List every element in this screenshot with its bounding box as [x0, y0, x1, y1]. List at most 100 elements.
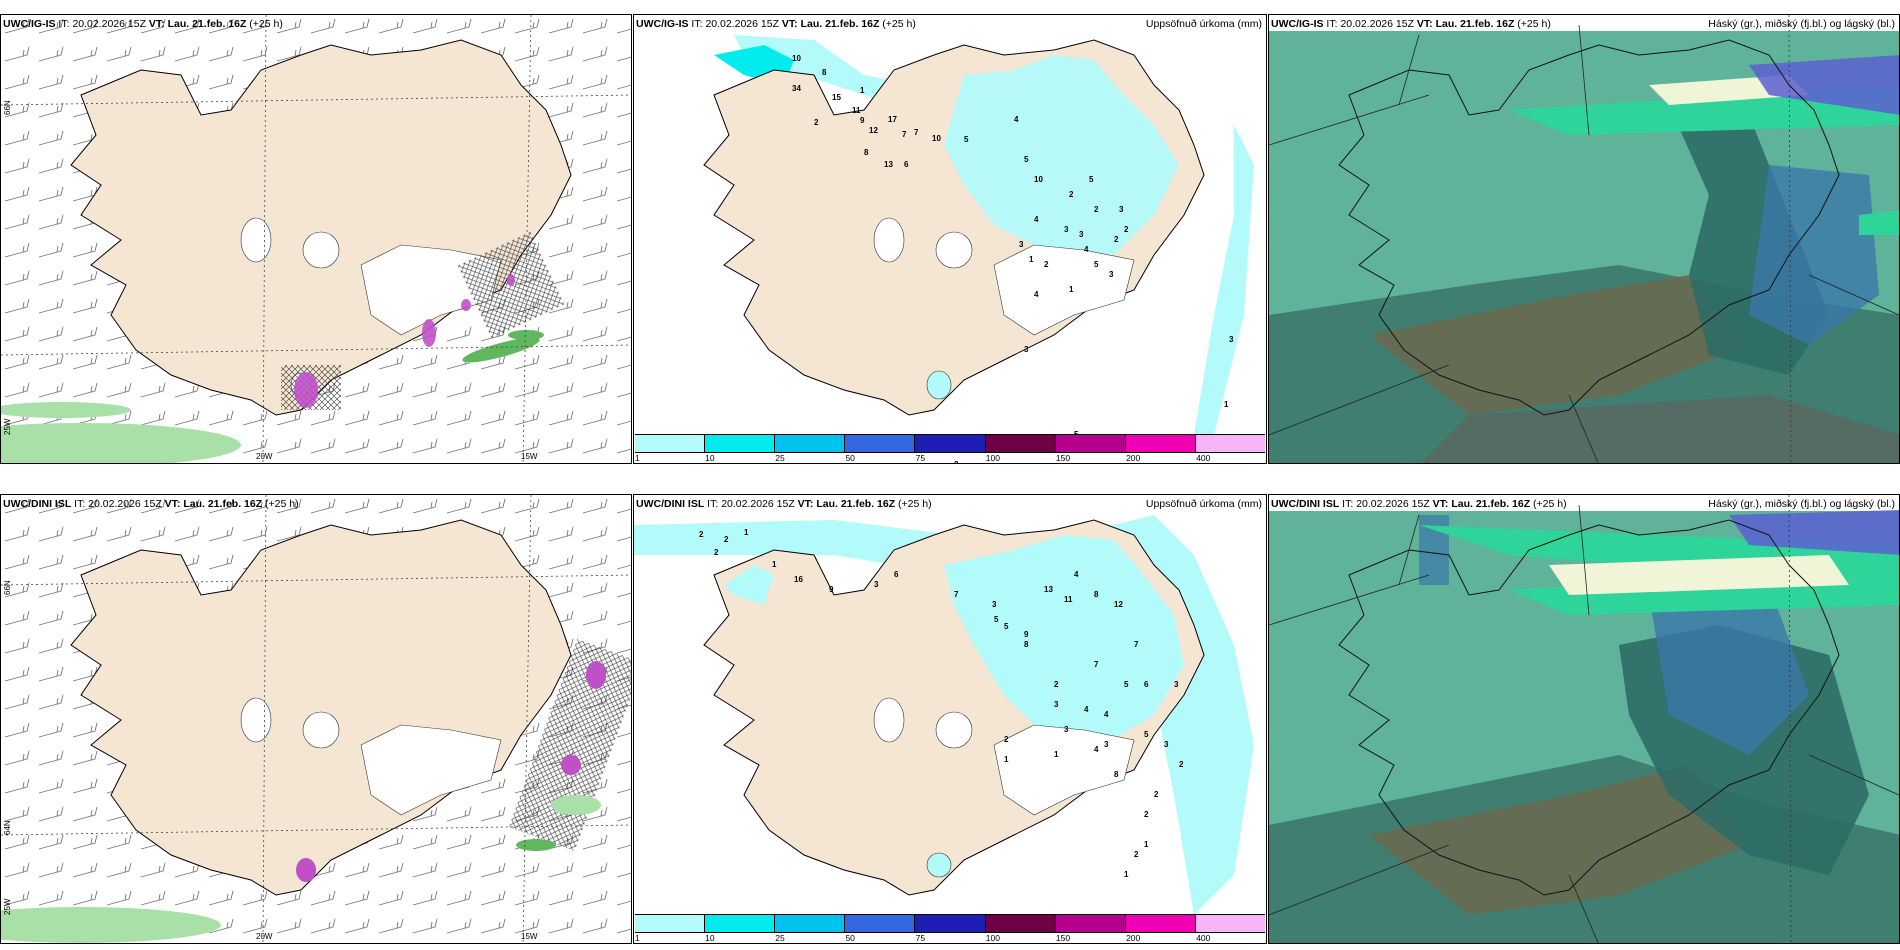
panel-subtitle: Háský (gr.), miðský (fj.bl.) og lágský (…	[1708, 18, 1895, 30]
panel-wind-igis: UWC/IG-IS IT: 20.02.2026 15Z VT: Lau. 21…	[0, 14, 632, 464]
wind-map-svg	[1, 15, 631, 463]
precip-value-label: 7	[954, 590, 959, 599]
precip-value-label: 6	[1144, 680, 1149, 689]
precip-value-label: 3	[1164, 740, 1169, 749]
precip-value-label: 4	[1084, 705, 1089, 714]
panel-title: UWC/DINI ISL IT: 20.02.2026 15Z VT: Lau.…	[636, 498, 932, 510]
precip-value-label: 2	[814, 118, 819, 127]
colorbar-tick: 50	[845, 453, 855, 463]
precip-value-label: 4	[1074, 570, 1079, 579]
precip-value-label: 3	[1229, 335, 1234, 344]
panel-title: UWC/DINI ISL IT: 20.02.2026 15Z VT: Lau.…	[3, 498, 299, 510]
precip-value-label: 7	[902, 130, 907, 139]
green-band	[1, 423, 241, 463]
glacier-langjokull	[240, 217, 272, 263]
precip-value-label: 2	[954, 460, 959, 464]
precip-value-label: 11	[1064, 595, 1073, 604]
precip-value-label: 5	[964, 135, 969, 144]
colorbar-tick: 400	[1196, 933, 1211, 943]
precip-value-label: 2	[1124, 225, 1129, 234]
precip-value-label: 6	[904, 160, 909, 169]
precip-value-label: 1	[1124, 870, 1129, 879]
precip-value-label: 4	[1014, 115, 1019, 124]
colorbar-ticks: 1 10 25 50 75 100 150 200 400	[634, 933, 1266, 943]
panel-precip-igis: UWC/IG-IS IT: 20.02.2026 15Z VT: Lau. 21…	[633, 14, 1267, 464]
precip-value-label: 9	[1024, 630, 1029, 639]
precip-value-label: 2	[1004, 735, 1009, 744]
colorbar-cell	[845, 915, 916, 932]
precip-value-label: 9	[860, 116, 865, 125]
colorbar-tick: 25	[775, 453, 785, 463]
precip-values: 2212116936735598134118127572344335211486…	[699, 528, 1184, 879]
precip-value-label: 5	[1089, 175, 1094, 184]
colorbar-tick: 1	[635, 933, 640, 943]
lon-label-25w: 25W	[3, 418, 12, 435]
colorbar-cell	[985, 915, 1056, 932]
precip-value-label: 5	[1004, 622, 1009, 631]
colorbar-cell	[1125, 915, 1196, 932]
lat-label-66n: 66N	[3, 100, 12, 115]
lon-label-15w: 15W	[521, 452, 538, 461]
precip-value-label: 2	[1144, 810, 1149, 819]
precip-map-svg: 2212116936735598134118127572344335211486…	[634, 515, 1254, 915]
lon-label-20w: 20W	[256, 932, 273, 941]
precip-value-label: 12	[869, 126, 878, 135]
precip-magenta	[294, 372, 318, 408]
precip-value-label: 1	[1069, 285, 1074, 294]
precip-value-label: 3	[1119, 205, 1124, 214]
precip-value-label: 1	[772, 560, 777, 569]
lon-label-25w: 25W	[3, 898, 12, 915]
lat-label-64n: 64N	[3, 820, 12, 835]
precip-value-label: 4	[1034, 215, 1039, 224]
colorbar-cell	[915, 915, 986, 932]
precip-value-label: 1	[1224, 400, 1229, 409]
precip-value-label: 13	[1044, 585, 1053, 594]
precip-value-label: 2	[1179, 760, 1184, 769]
colorbar-cell	[845, 435, 916, 452]
precip-value-label: 34	[792, 84, 801, 93]
lat-label-66n: 66N	[3, 580, 12, 595]
precip-value-label: 1	[744, 528, 749, 537]
colorbar-cell	[1055, 435, 1126, 452]
precip-value-label: 2	[1154, 790, 1159, 799]
precip-value-label: 5	[1094, 260, 1099, 269]
precip-value-label: 5	[1024, 155, 1029, 164]
panel-subtitle: Háský (gr.), miðský (fj.bl.) og lágský (…	[1708, 498, 1895, 510]
colorbar-tick: 200	[1126, 453, 1141, 463]
colorbar-cell	[1125, 435, 1196, 452]
panel-title: UWC/IG-IS IT: 20.02.2026 15Z VT: Lau. 21…	[3, 18, 283, 30]
precip-value-label: 13	[884, 160, 893, 169]
colorbar-cell	[1195, 435, 1265, 452]
precip-value-label: 8	[822, 68, 827, 77]
precip-value-label: 3	[1064, 725, 1069, 734]
precip-value-label: 1	[1029, 255, 1034, 264]
colorbar-cell	[775, 915, 846, 932]
precip-value-label: 2	[1054, 680, 1059, 689]
colorbar-tick: 400	[1196, 453, 1211, 463]
precip-value-label: 5	[994, 615, 999, 624]
precip-value-label: 2	[1134, 850, 1139, 859]
panel-precip-dini: UWC/DINI ISL IT: 20.02.2026 15Z VT: Lau.…	[633, 494, 1267, 944]
precip-value-label: 10	[932, 134, 941, 143]
colorbar-cell	[915, 435, 986, 452]
precip-value-label: 8	[1094, 590, 1099, 599]
colorbar-tick: 25	[775, 933, 785, 943]
precip-value-label: 2	[699, 530, 704, 539]
precip-value-label: 10	[792, 54, 801, 63]
precip-value-label: 3	[1104, 740, 1109, 749]
colorbar-tick: 150	[1055, 453, 1071, 463]
precip-value-label: 3	[1064, 225, 1069, 234]
precip-value-label: 2	[1094, 205, 1099, 214]
precip-value-label: 3	[1019, 240, 1024, 249]
cloud-map-svg	[1269, 495, 1899, 943]
colorbar-cell	[635, 915, 706, 932]
cloud-map-svg	[1269, 15, 1899, 463]
panel-subtitle: Uppsöfnuð úrkoma (mm)	[1145, 498, 1262, 510]
precip-value-label: 3	[1054, 700, 1059, 709]
precip-value-label: 4	[1104, 710, 1109, 719]
precip-value-label: 6	[894, 570, 899, 579]
colorbar-tick: 200	[1126, 933, 1141, 943]
precip-colorbar	[635, 914, 1265, 933]
panel-title: UWC/DINI ISL IT: 20.02.2026 15Z VT: Lau.…	[1271, 498, 1567, 510]
colorbar-tick: 75	[915, 453, 926, 463]
